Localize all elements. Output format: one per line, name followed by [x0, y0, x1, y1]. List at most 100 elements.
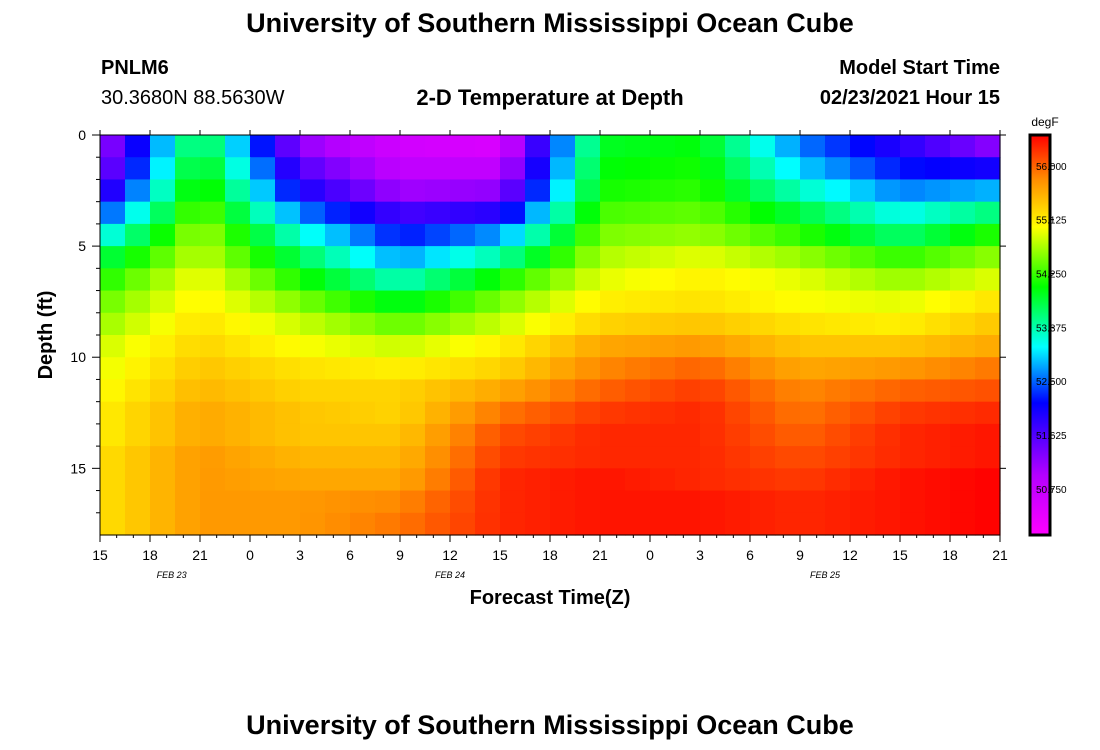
heatmap-cell: [175, 357, 201, 381]
heatmap-cell: [900, 157, 926, 181]
heatmap-cell: [975, 446, 1001, 469]
heatmap-cell: [100, 335, 126, 358]
heatmap-cell: [825, 157, 851, 181]
date-label: FEB 25: [810, 570, 841, 580]
heatmap-cell: [775, 246, 801, 269]
heatmap-cell: [650, 290, 676, 314]
heatmap-cell: [625, 246, 651, 269]
heatmap-cell: [750, 179, 776, 203]
heatmap-cell: [775, 157, 801, 181]
heatmap-cell: [925, 468, 951, 492]
heatmap-cell: [150, 312, 176, 336]
heatmap-cell: [625, 179, 651, 203]
heatmap-cell: [475, 201, 501, 225]
heatmap-cell: [725, 490, 751, 514]
heatmap-cell: [875, 135, 901, 158]
heatmap-cell: [625, 468, 651, 492]
heatmap-cell: [825, 490, 851, 514]
heatmap-cell: [225, 379, 251, 403]
heatmap-cell: [375, 179, 401, 203]
heatmap-cell: [450, 223, 476, 247]
heatmap-cell: [550, 401, 576, 425]
heatmap-cell: [375, 423, 401, 447]
heatmap-cell: [350, 512, 376, 536]
heatmap-cell: [600, 268, 626, 292]
heatmap-cell: [425, 490, 451, 514]
heatmap-cell: [125, 179, 151, 203]
heatmap-cell: [350, 379, 376, 403]
heatmap-cell: [975, 490, 1001, 514]
heatmap-cell: [550, 246, 576, 269]
heatmap-cell: [575, 357, 601, 381]
heatmap-cell: [825, 423, 851, 447]
x-tick-label: 3: [696, 547, 704, 563]
heatmap-cell: [950, 357, 976, 381]
heatmap-cell: [875, 201, 901, 225]
heatmap-cell: [675, 246, 701, 269]
heatmap-cell: [675, 290, 701, 314]
heatmap-cell: [575, 135, 601, 158]
heatmap-cell: [925, 401, 951, 425]
heatmap-cell: [700, 490, 726, 514]
heatmap-cell: [200, 201, 226, 225]
heatmap-cell: [700, 246, 726, 269]
heatmap-cell: [175, 201, 201, 225]
heatmap-cell: [150, 290, 176, 314]
heatmap-cell: [950, 423, 976, 447]
heatmap-cell: [125, 312, 151, 336]
heatmap-cell: [725, 290, 751, 314]
heatmap-cell: [950, 290, 976, 314]
heatmap-cell: [400, 312, 426, 336]
heatmap-cell: [975, 223, 1001, 247]
heatmap-cell: [175, 312, 201, 336]
heatmap-cell: [475, 290, 501, 314]
heatmap-cell: [650, 468, 676, 492]
heatmap-cell: [350, 446, 376, 469]
heatmap-cell: [225, 357, 251, 381]
heatmap-cell: [750, 490, 776, 514]
heatmap-cell: [275, 490, 301, 514]
heatmap-cell: [125, 246, 151, 269]
heatmap-cell: [275, 246, 301, 269]
station-coordinates: 30.3680N 88.5630W: [101, 87, 285, 109]
heatmap-cell: [425, 268, 451, 292]
heatmap-cell: [250, 246, 276, 269]
heatmap-cell: [675, 268, 701, 292]
heatmap-cell: [825, 357, 851, 381]
heatmap-cell: [925, 223, 951, 247]
heatmap-cell: [800, 512, 826, 536]
heatmap-cell: [725, 157, 751, 181]
heatmap-cell: [225, 490, 251, 514]
heatmap-cell: [625, 446, 651, 469]
heatmap-cell: [300, 423, 326, 447]
heatmap-cell: [425, 401, 451, 425]
heatmap-cell: [300, 201, 326, 225]
heatmap-cell: [350, 179, 376, 203]
heatmap-cell: [300, 468, 326, 492]
heatmap-cell: [250, 335, 276, 358]
heatmap-cell: [375, 268, 401, 292]
heatmap-cell: [850, 246, 876, 269]
heatmap-cell: [575, 246, 601, 269]
heatmap-cell: [400, 223, 426, 247]
heatmap-cell: [250, 379, 276, 403]
heatmap-cell: [975, 179, 1001, 203]
heatmap-cell: [775, 201, 801, 225]
heatmap-cell: [675, 512, 701, 536]
heatmap-cell: [325, 268, 351, 292]
heatmap-cell: [450, 490, 476, 514]
heatmap-cell: [750, 223, 776, 247]
heatmap-cell: [300, 357, 326, 381]
x-axis-label: Forecast Time(Z): [470, 587, 631, 609]
heatmap-cell: [750, 446, 776, 469]
heatmap-cell: [650, 512, 676, 536]
x-tick-label: 12: [442, 547, 458, 563]
heatmap-cell: [250, 512, 276, 536]
y-tick-label: 10: [70, 349, 86, 365]
heatmap-cell: [125, 512, 151, 536]
plot-title: 2-D Temperature at Depth: [416, 85, 684, 110]
heatmap-cell: [500, 401, 526, 425]
heatmap-cell: [950, 246, 976, 269]
heatmap-cell: [700, 357, 726, 381]
heatmap-cell: [200, 423, 226, 447]
